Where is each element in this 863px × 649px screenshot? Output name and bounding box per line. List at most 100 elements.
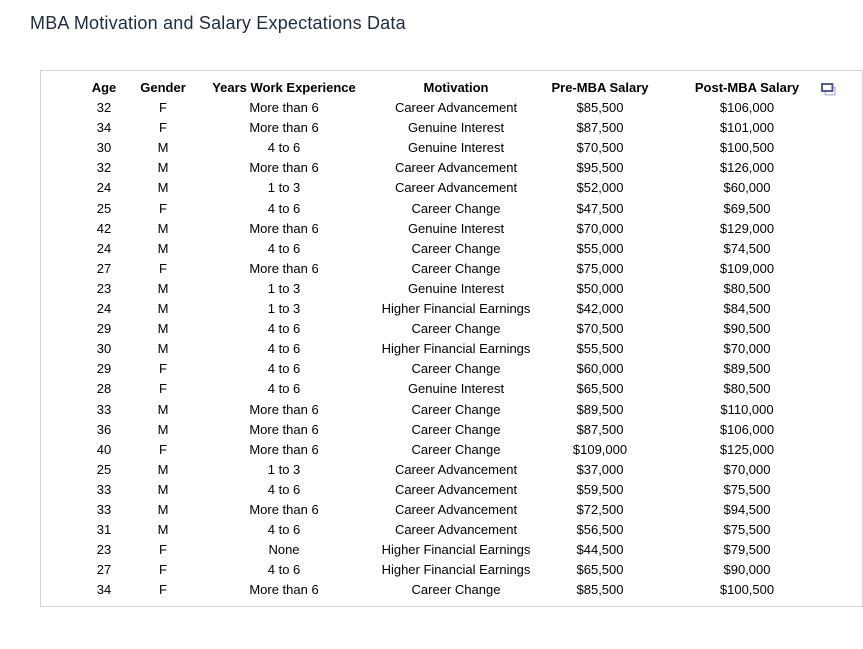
table-cell: M [157, 341, 169, 357]
table-cell: 24 [96, 301, 112, 317]
table-row: 31 M 4 to 6 Career Advancement $56,500 $75,50… [75, 520, 862, 540]
table-cell: More than 6 [249, 401, 319, 417]
table-cell: Genuine Interest [407, 120, 505, 136]
popout-button[interactable] [821, 83, 838, 98]
table-cell: $129,000 [719, 220, 775, 236]
table-cell: $80,500 [723, 381, 771, 397]
table-row: 24 M 1 to 3 Career Advancement $52,000 $60,00… [75, 178, 862, 198]
table-cell: 31 [96, 522, 112, 538]
table-cell: 23 [96, 280, 112, 296]
table-cell: Genuine Interest [407, 140, 505, 156]
table-cell: $55,000 [576, 240, 624, 256]
table-cell: Career Advancement [394, 461, 518, 477]
table-row: 34 F More than 6 Career Change $85,500 $100,5… [75, 580, 862, 600]
table-cell: $65,500 [576, 562, 624, 578]
table-cell: Career Advancement [394, 522, 518, 538]
table-cell: $42,000 [576, 301, 624, 317]
column-header: Age [91, 80, 117, 95]
table-cell: 4 to 6 [267, 240, 301, 256]
table-cell: More than 6 [249, 220, 319, 236]
table-cell: Genuine Interest [407, 381, 505, 397]
table-row: 42 M More than 6 Genuine Interest $70,000 $12… [75, 219, 862, 239]
table-cell: M [157, 160, 169, 176]
popout-front-rect [821, 83, 834, 92]
table-cell: $70,000 [723, 341, 771, 357]
table-cell: 36 [96, 421, 112, 437]
table-cell: $60,000 [723, 180, 771, 196]
table-cell: 4 to 6 [267, 200, 301, 216]
table-cell: M [157, 220, 169, 236]
table-cell: M [157, 501, 169, 517]
table-cell: Career Advancement [394, 160, 518, 176]
table-row: 29 F 4 to 6 Career Change $60,000 $89,500 [75, 359, 862, 379]
table-row: 28 F 4 to 6 Genuine Interest $65,500 $80,500 [75, 379, 862, 399]
table-cell: $50,000 [576, 280, 624, 296]
table-row: 33 M 4 to 6 Career Advancement $59,500 $75,50… [75, 480, 862, 500]
popout-window-icon [821, 83, 836, 96]
table-cell: More than 6 [249, 120, 319, 136]
table-cell: $60,000 [576, 361, 624, 377]
table-cell: $69,500 [723, 200, 771, 216]
column-header: Years Work Experience [212, 80, 356, 95]
table-cell: F [159, 441, 167, 457]
table-cell: 42 [96, 220, 112, 236]
table-cell: Higher Financial Earnings [381, 562, 531, 578]
table-cell: More than 6 [249, 441, 319, 457]
table-cell: $90,000 [723, 562, 771, 578]
table-cell: $55,500 [576, 341, 624, 357]
table-cell: $101,000 [719, 120, 775, 136]
table-row: 32 F More than 6 Career Advancement $85,500 $… [75, 98, 862, 118]
table-cell: None [268, 542, 300, 558]
table-row: 36 M More than 6 Career Change $87,500 $106,0… [75, 420, 862, 440]
table-cell: More than 6 [249, 160, 319, 176]
table-cell: M [157, 280, 169, 296]
table-cell: $79,500 [723, 542, 771, 558]
table-cell: 4 to 6 [267, 341, 301, 357]
table-cell: M [157, 461, 169, 477]
table-cell: Genuine Interest [407, 220, 505, 236]
table-row: 27 F 4 to 6 Higher Financial Earnings $65,50… [75, 560, 862, 580]
table-cell: 4 to 6 [267, 381, 301, 397]
table-cell: $72,500 [576, 501, 624, 517]
table-cell: Career Advancement [394, 481, 518, 497]
table-cell: $87,500 [576, 421, 624, 437]
table-cell: F [159, 562, 167, 578]
table-cell: 25 [96, 200, 112, 216]
table-cell: F [159, 381, 167, 397]
column-header: Gender [140, 80, 186, 95]
table-cell: 24 [96, 180, 112, 196]
table-cell: Genuine Interest [407, 280, 505, 296]
table-cell: Career Advancement [394, 501, 518, 517]
table-cell: $125,000 [719, 441, 775, 457]
table-cell: $85,500 [576, 100, 624, 116]
table-cell: $94,500 [723, 501, 771, 517]
table-cell: F [159, 200, 167, 216]
table-cell: 32 [96, 160, 112, 176]
table-row: 29 M 4 to 6 Career Change $70,500 $90,500 [75, 319, 862, 339]
table-cell: $65,500 [576, 381, 624, 397]
table-cell: $87,500 [576, 120, 624, 136]
table-cell: 24 [96, 240, 112, 256]
table-row: 23 F None Higher Financial Earnings $44,500 $… [75, 540, 862, 560]
table-cell: $70,500 [576, 140, 624, 156]
table-cell: 30 [96, 140, 112, 156]
table-row: 24 M 1 to 3 Higher Financial Earnings $42,00… [75, 299, 862, 319]
table-row: 30 M 4 to 6 Genuine Interest $70,500 $100,500 [75, 138, 862, 158]
table-cell: 29 [96, 321, 112, 337]
table-cell: 40 [96, 441, 112, 457]
table-cell: 32 [96, 100, 112, 116]
table-cell: More than 6 [249, 100, 319, 116]
table-cell: 4 to 6 [267, 361, 301, 377]
table-cell: F [159, 361, 167, 377]
table-cell: Career Advancement [394, 180, 518, 196]
table-cell: $126,000 [719, 160, 775, 176]
table-cell: $44,500 [576, 542, 624, 558]
column-header: Motivation [423, 80, 489, 95]
table-row: 24 M 4 to 6 Career Change $55,000 $74,500 [75, 239, 862, 259]
table-cell: F [159, 582, 167, 598]
table-cell: $109,000 [572, 441, 628, 457]
table-row: 25 F 4 to 6 Career Change $47,500 $69,500 [75, 199, 862, 219]
table-cell: M [157, 240, 169, 256]
table-cell: Higher Financial Earnings [381, 301, 531, 317]
table-cell: 1 to 3 [267, 280, 301, 296]
